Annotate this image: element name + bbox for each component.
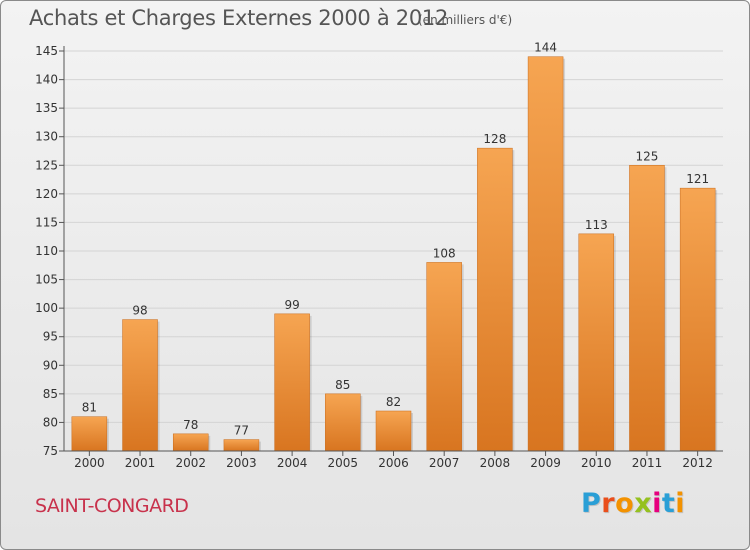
data-label-2009: 144 <box>534 41 557 55</box>
bar-2008 <box>477 147 513 452</box>
y-tick-label: 75 <box>43 444 58 458</box>
data-label-2002: 78 <box>183 418 198 432</box>
bar-2001 <box>122 319 158 452</box>
x-tick-label-2004: 2004 <box>277 456 308 470</box>
y-tick-label: 95 <box>43 330 58 344</box>
y-tick-label: 80 <box>43 415 58 429</box>
bar-2012 <box>679 187 716 452</box>
x-tick-label-2006: 2006 <box>378 456 409 470</box>
proxiti-logo: Proxiti <box>581 488 685 519</box>
chart-title: Achats et Charges Externes 2000 à 2012 <box>29 6 449 30</box>
commune-name: SAINT-CONGARD <box>35 495 189 517</box>
chart-unit: (en milliers d'€) <box>418 13 513 27</box>
x-tick-label-2005: 2005 <box>328 456 359 470</box>
logo-letter: r <box>601 488 616 519</box>
x-tick-label-2007: 2007 <box>429 456 460 470</box>
axes: 75 80 85 90 95 100 105 110 115 120 125 130 135 140 145… <box>35 44 723 470</box>
data-label-2012: 121 <box>686 172 709 186</box>
x-tick-label-2003: 2003 <box>226 456 257 470</box>
bar-2000 <box>71 416 108 452</box>
bar-2002 <box>172 433 209 452</box>
bar-2009 <box>527 56 564 452</box>
x-tick-label-2008: 2008 <box>480 456 511 470</box>
data-label-2003: 77 <box>234 424 249 438</box>
data-label-2000: 81 <box>82 401 97 415</box>
y-tick-label: 110 <box>35 244 58 258</box>
bar-2003 <box>223 439 260 452</box>
x-tick-label-2000: 2000 <box>74 456 105 470</box>
data-label-2001: 98 <box>132 304 147 318</box>
data-label-2010: 113 <box>585 218 608 232</box>
y-tick-label: 120 <box>35 187 58 201</box>
bars: 81 98 78 77 99 85 82 108 128 144 113 125 121 <box>71 41 718 452</box>
x-tick-label-2010: 2010 <box>581 456 612 470</box>
logo-letter: o <box>615 488 635 519</box>
y-tick-label: 135 <box>35 101 58 115</box>
bar-2004 <box>274 313 310 452</box>
y-tick-label: 105 <box>35 273 58 287</box>
y-tick-label: 145 <box>35 44 58 58</box>
x-tick-label-2012: 2012 <box>682 456 713 470</box>
x-tick-label-2001: 2001 <box>125 456 156 470</box>
gridlines <box>64 50 723 452</box>
data-label-2007: 108 <box>433 246 456 260</box>
bar-2005 <box>325 393 361 452</box>
data-label-2008: 128 <box>483 132 506 146</box>
x-tick-label-2009: 2009 <box>530 456 561 470</box>
y-tick-label: 85 <box>43 387 58 401</box>
x-tick-label-2011: 2011 <box>632 456 663 470</box>
logo-letter: i <box>675 488 686 519</box>
bar-2007 <box>426 262 462 452</box>
x-tick-label-2002: 2002 <box>175 456 206 470</box>
bar-2010 <box>578 233 615 452</box>
data-label-2005: 85 <box>335 378 350 392</box>
logo-letter: x <box>634 488 653 519</box>
y-tick-label: 130 <box>35 130 58 144</box>
bar-2006 <box>375 410 412 452</box>
data-label-2004: 99 <box>284 298 299 312</box>
bar-2011 <box>629 165 665 452</box>
y-tick-label: 90 <box>43 358 58 372</box>
y-tick-label: 140 <box>35 73 58 87</box>
logo-letter: t <box>661 488 676 519</box>
logo-letter: i <box>652 488 662 519</box>
logo-letter: P <box>581 488 602 519</box>
y-tick-label: 115 <box>35 215 58 229</box>
data-label-2006: 82 <box>386 395 401 409</box>
data-label-2011: 125 <box>636 149 659 163</box>
y-tick-label: 100 <box>35 301 58 315</box>
y-tick-label: 125 <box>35 158 58 172</box>
